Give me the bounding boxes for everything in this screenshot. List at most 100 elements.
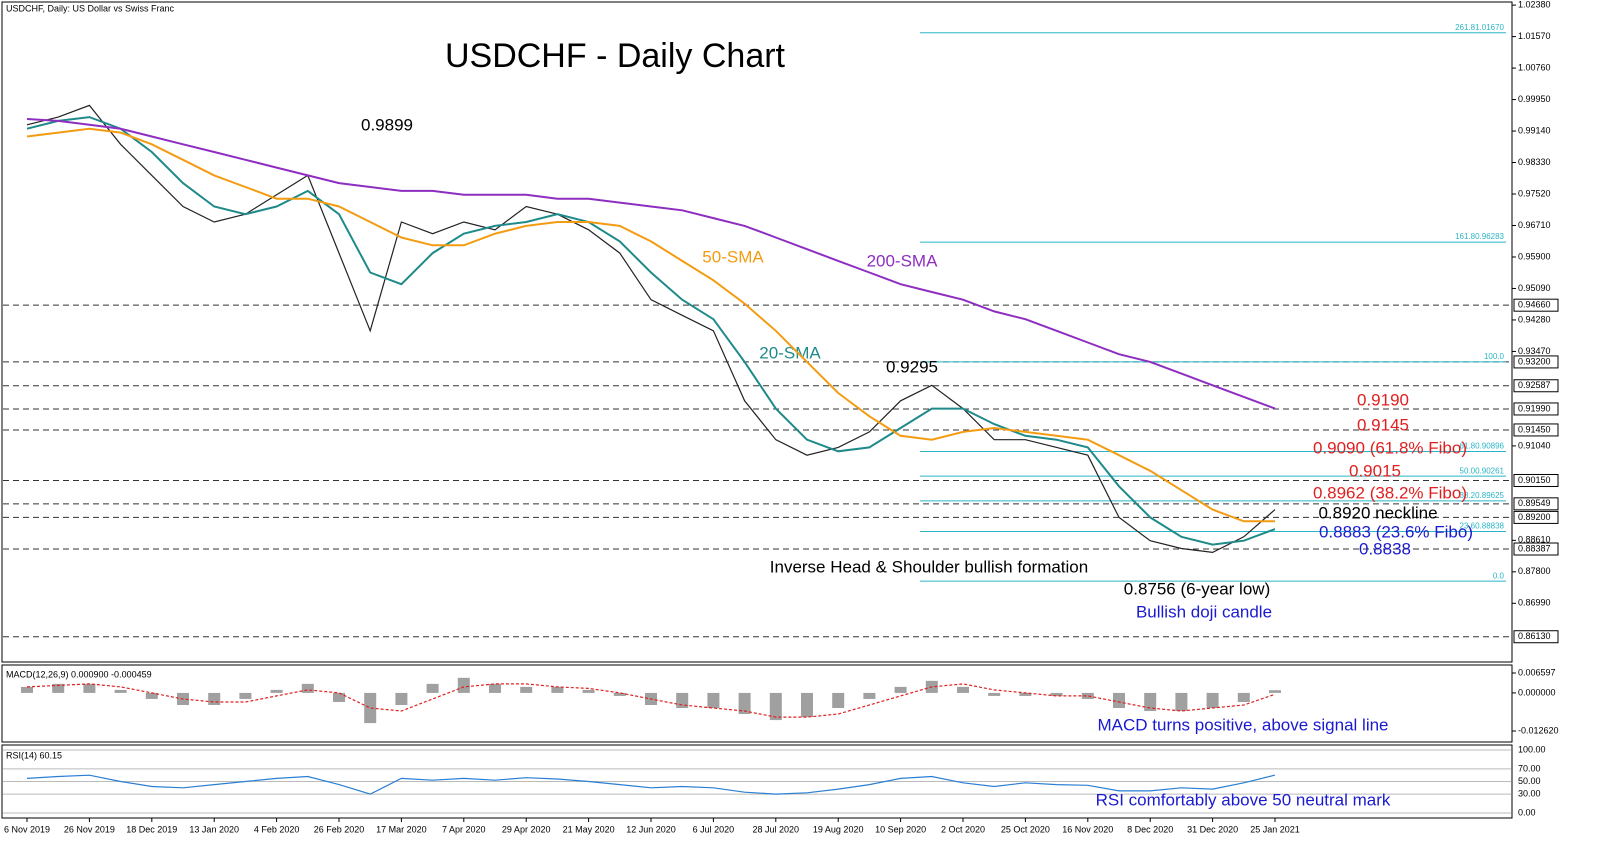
y-tick-label: 0.95900	[1518, 251, 1551, 261]
y-tick-label: 0.99950	[1518, 94, 1551, 104]
y-tick-label: 0.006597	[1518, 667, 1556, 677]
macd-bar	[239, 692, 252, 699]
level-label: 0.93200	[1518, 356, 1551, 366]
annotation: Inverse Head & Shoulder bullish formatio…	[770, 557, 1088, 576]
macd-bar	[520, 686, 533, 693]
annotation: 0.9145	[1357, 415, 1409, 434]
macd-bar	[769, 692, 782, 721]
macd-bar	[395, 692, 408, 705]
level-label: 0.94660	[1518, 300, 1551, 310]
y-tick-label: -0.012620	[1518, 725, 1559, 735]
rsi-line	[26, 774, 1276, 795]
annotation: 0.9899	[361, 115, 413, 134]
y-tick-label: 50.00	[1518, 776, 1541, 786]
header: USDCHF, Daily: US Dollar vs Swiss Franc	[6, 3, 175, 13]
macd-bar	[801, 692, 813, 718]
y-tick-label: 70.00	[1518, 763, 1541, 773]
level-box	[1513, 542, 1559, 556]
fibo-label: 23.60.88838	[1460, 522, 1505, 531]
macd-bar	[613, 692, 626, 696]
macd-bar	[1206, 692, 1219, 709]
macd-bar	[270, 689, 283, 693]
x-tick-label: 28 Jul 2020	[753, 824, 800, 834]
macd-bar	[364, 692, 377, 724]
macd-panel	[1, 664, 1513, 743]
annotation: 0.8838	[1359, 539, 1411, 558]
price-line	[26, 104, 1276, 554]
annotation: 0.8962 (38.2% Fibo)	[1313, 483, 1467, 502]
macd-bar	[52, 683, 65, 693]
x-tick-label: 8 Dec 2020	[1127, 824, 1173, 834]
macd-bar	[426, 683, 439, 693]
x-tick-label: 13 Jan 2020	[189, 824, 239, 834]
macd-title: MACD(12,26,9) 0.000900 -0.000459	[6, 669, 152, 679]
macd-bar	[1081, 692, 1094, 699]
level-label: 0.90150	[1518, 475, 1551, 485]
macd-bar	[1113, 692, 1125, 709]
fibo-label: 0.0	[1493, 571, 1505, 580]
macd-bar	[676, 692, 689, 709]
x-tick-label: 19 Aug 2020	[813, 824, 864, 834]
macd-bar	[457, 677, 470, 693]
fibo-label: 100.0	[1484, 352, 1505, 361]
x-tick-label: 29 Apr 2020	[502, 824, 551, 834]
macd-bar	[1269, 690, 1281, 693]
level-box	[1513, 402, 1559, 416]
price-line	[26, 116, 1276, 546]
macd-bar	[1144, 692, 1157, 712]
macd-bar	[114, 689, 127, 693]
macd-bar	[301, 683, 314, 693]
level-label: 0.89549	[1518, 498, 1551, 508]
annotation: RSI comfortably above 50 neutral mark	[1096, 790, 1391, 809]
macd-bar	[1175, 692, 1188, 712]
x-tick-label: 18 Dec 2019	[126, 824, 177, 834]
macd-bar	[832, 692, 845, 709]
annotation: Bullish doji candle	[1136, 602, 1272, 621]
level-label: 0.91450	[1518, 424, 1551, 434]
level-box	[1513, 630, 1559, 644]
y-tick-label: 1.01570	[1518, 31, 1551, 41]
chart-title: USDCHF - Daily Chart	[445, 37, 786, 75]
x-tick-label: 6 Jul 2020	[693, 824, 735, 834]
x-tick-label: 7 Apr 2020	[442, 824, 486, 834]
x-tick-label: 12 Jun 2020	[626, 824, 676, 834]
macd-bar	[208, 692, 221, 705]
x-tick-label: 10 Sep 2020	[875, 824, 926, 834]
x-tick-label: 16 Nov 2020	[1062, 824, 1113, 834]
y-tick-label: 0.00	[1518, 807, 1536, 817]
macd-bar	[582, 689, 595, 693]
annotation: 0.8883 (23.6% Fibo)	[1319, 522, 1473, 541]
y-tick-label: 1.02380	[1518, 0, 1551, 9]
annotation: 0.9190	[1357, 390, 1409, 409]
level-label: 0.86130	[1518, 631, 1551, 641]
x-tick-label: 17 Mar 2020	[376, 824, 427, 834]
macd-bar	[894, 686, 907, 693]
macd-bar	[83, 683, 96, 693]
level-label: 0.91990	[1518, 403, 1551, 413]
macd-bar	[21, 686, 33, 693]
macd-bar	[489, 683, 501, 693]
level-label: 0.88387	[1518, 543, 1551, 553]
x-tick-label: 31 Dec 2020	[1187, 824, 1238, 834]
series-label: 50-SMA	[702, 247, 764, 266]
level-box	[1513, 379, 1559, 393]
y-tick-label: 0.86990	[1518, 598, 1551, 608]
x-tick-label: 6 Nov 2019	[4, 824, 50, 834]
level-box	[1513, 473, 1559, 487]
annotation: MACD turns positive, above signal line	[1097, 715, 1388, 734]
annotation: 0.9295	[886, 357, 938, 376]
macd-bar	[551, 686, 564, 693]
signal-line	[26, 683, 1276, 718]
fibo-label: 261.81.01670	[1455, 23, 1504, 32]
y-tick-label: 0.91040	[1518, 440, 1551, 450]
macd-bar	[333, 692, 345, 702]
x-tick-label: 4 Feb 2020	[254, 824, 300, 834]
level-label: 0.89200	[1518, 512, 1551, 522]
y-tick-label: 0.98330	[1518, 157, 1551, 167]
y-tick-label: 0.99140	[1518, 125, 1551, 135]
macd-bar	[145, 692, 158, 699]
y-tick-label: 0.93470	[1518, 346, 1551, 356]
y-tick-label: 0.96710	[1518, 220, 1551, 230]
y-tick-label: 100.00	[1518, 744, 1546, 754]
fibo-label: 61.80.90896	[1460, 442, 1505, 451]
